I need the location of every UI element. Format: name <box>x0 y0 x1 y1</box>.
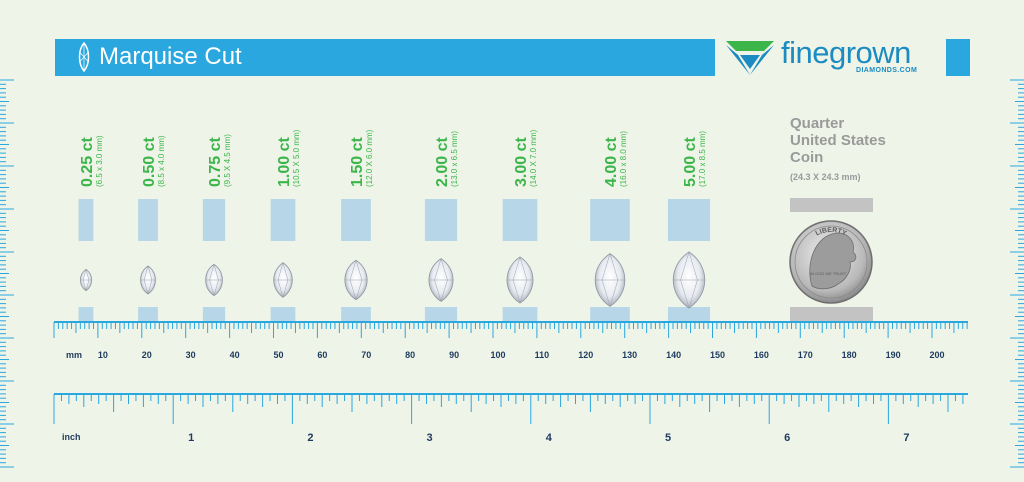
svg-text:LIBERTY: LIBERTY <box>815 227 848 238</box>
stone-width-bar-bottom <box>138 307 158 321</box>
brand-logo-text: finegrown <box>781 35 911 70</box>
mm-tick-label: 10 <box>97 350 108 360</box>
inch-tick-label: 4 <box>545 432 552 444</box>
stone-dimension-label: (9.5 X 4.5 mm) <box>223 134 232 187</box>
coin-portrait <box>809 232 857 290</box>
mm-tick-label: 150 <box>709 350 726 360</box>
mm-tick-label: 180 <box>841 350 857 360</box>
inch-tick-label: 2 <box>307 432 314 444</box>
quarter-coin: LIBERTY IN GOD WE TRUST <box>789 198 873 321</box>
mm-unit-label: mm <box>66 350 83 360</box>
mm-tick-label: 80 <box>405 350 416 360</box>
quarter-title: Quarter United States Coin <box>790 115 886 166</box>
mm-tick-label: 70 <box>361 350 372 360</box>
diamond-facet <box>434 257 448 303</box>
mm-tick-label: 110 <box>534 350 550 360</box>
mm-tick-label: 30 <box>185 350 196 360</box>
mm-tick-label: 120 <box>578 350 594 360</box>
stone-width-bar <box>78 199 94 241</box>
stone-dimension-label: (16.0 x 8.0 mm) <box>619 130 628 187</box>
coin-width-bar-top <box>790 198 873 212</box>
diamond-facet <box>209 263 219 297</box>
diamond-facet <box>349 259 363 301</box>
stone-dimension-label: (13.0 x 6.5 mm) <box>450 130 459 187</box>
inch-unit-label: inch <box>62 432 81 442</box>
diamond-facet <box>512 256 528 304</box>
stone-dimension-label: (17.0 x 8.5 mm) <box>698 130 707 187</box>
stone-width-bar-bottom <box>341 307 371 321</box>
stone-dimension-label: (6.5 x 3.0 mm) <box>95 135 104 187</box>
quarter-dimensions: (24.3 X 24.3 mm) <box>790 172 861 182</box>
mm-tick-label: 140 <box>666 350 682 360</box>
diamond-facet <box>680 251 698 309</box>
inch-tick-label: 5 <box>664 432 672 444</box>
brand-logo-subtext: DIAMONDS.COM <box>856 67 918 74</box>
marquise-gem-icon <box>78 42 90 72</box>
page-title: Marquise Cut <box>99 43 242 70</box>
stone-width-bar-bottom <box>202 307 226 321</box>
inch-tick-label: 1 <box>188 432 195 444</box>
diamond-facet <box>277 261 289 299</box>
stone-width-bar <box>341 199 371 241</box>
title-bar-end <box>946 39 970 76</box>
mm-tick-label: 160 <box>753 350 769 360</box>
mm-tick-label: 100 <box>490 350 506 360</box>
mm-tick-label: 20 <box>141 350 152 360</box>
mm-tick-label: 190 <box>885 350 901 360</box>
stone-width-bar <box>270 199 296 241</box>
mm-tick-label: 40 <box>229 350 240 360</box>
diamond-facet <box>601 252 619 308</box>
stone-width-bar-bottom <box>424 307 458 321</box>
inch-tick-label: 7 <box>903 432 910 444</box>
inch-tick-label: 3 <box>426 432 433 444</box>
stone-width-bar <box>138 199 158 241</box>
stone-width-bar <box>202 199 226 241</box>
mm-tick-label: 130 <box>622 350 638 360</box>
stone-dimension-label: (12.0 X 6.0 mm) <box>365 129 374 187</box>
mm-tick-label: 60 <box>317 350 328 360</box>
stone-width-bar <box>667 199 711 241</box>
stone-width-bar-bottom <box>590 307 630 321</box>
diamond-facet <box>143 265 153 295</box>
stone-dimension-label: (10.5 X 5.0 mm) <box>292 129 301 187</box>
stone-width-bar <box>424 199 458 241</box>
diamond-logo-icon <box>726 41 774 75</box>
mm-tick-label: 170 <box>797 350 813 360</box>
mm-tick-label: 200 <box>929 350 945 360</box>
stone-width-bar-bottom <box>270 307 296 321</box>
stone-width-bar <box>590 199 630 241</box>
stone-dimension-label: (14.0 X 7.0 mm) <box>529 129 538 187</box>
title-bar <box>55 39 715 76</box>
mm-tick-label: 90 <box>449 350 460 360</box>
mm-tick-label: 50 <box>273 350 284 360</box>
coin-legend: LIBERTY <box>815 227 848 238</box>
diamond-facet <box>82 268 90 292</box>
coin-width-bar-bottom <box>790 307 873 321</box>
inch-tick-label: 6 <box>784 432 791 444</box>
stone-width-bar <box>502 199 538 241</box>
coin-motto: IN GOD WE TRUST <box>810 271 847 276</box>
stone-width-bar-bottom <box>502 307 538 321</box>
stone-dimension-label: (8.5 x 4.0 mm) <box>157 135 166 187</box>
stone-width-bar-bottom <box>667 307 711 321</box>
stone-width-bar-bottom <box>78 307 94 321</box>
